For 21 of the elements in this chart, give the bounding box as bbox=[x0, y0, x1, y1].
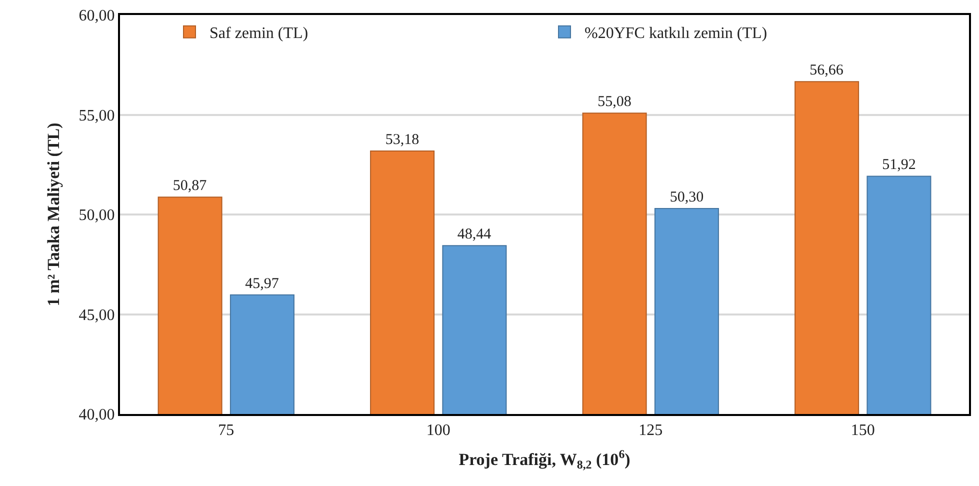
x-axis-title: Proje Trafiği, W$_{8,2}$ (10$^{6}$) bbox=[458, 446, 630, 472]
y-tick-label: 45,00 bbox=[78, 306, 115, 324]
legend-label: Saf zemin (TL) bbox=[210, 25, 308, 42]
data-label: 45,97 bbox=[245, 276, 280, 292]
data-label: 56,66 bbox=[810, 62, 844, 79]
y-tick-label: 40,00 bbox=[78, 406, 115, 424]
legend-label: %20YFC katkılı zemin (TL) bbox=[584, 25, 768, 42]
x-tick-label: 125 bbox=[638, 422, 663, 440]
x-tick-label: 150 bbox=[850, 422, 875, 440]
data-label: 53,18 bbox=[385, 132, 420, 148]
data-label: 48,44 bbox=[457, 226, 492, 243]
y-tick-label: 60,00 bbox=[78, 8, 115, 25]
y-tick-label: 50,00 bbox=[78, 207, 115, 224]
y-tick-label: 55,00 bbox=[78, 107, 115, 124]
data-label: 50,87 bbox=[172, 178, 208, 194]
data-label: 55,08 bbox=[598, 94, 632, 110]
y-axis-title: 1 m² Taaka Maliyeti (TL) bbox=[44, 122, 63, 306]
data-label: 50,30 bbox=[670, 190, 704, 206]
data-label: 51,92 bbox=[882, 157, 916, 174]
x-tick-label: 100 bbox=[426, 422, 450, 440]
x-tick-label: 75 bbox=[218, 422, 234, 440]
